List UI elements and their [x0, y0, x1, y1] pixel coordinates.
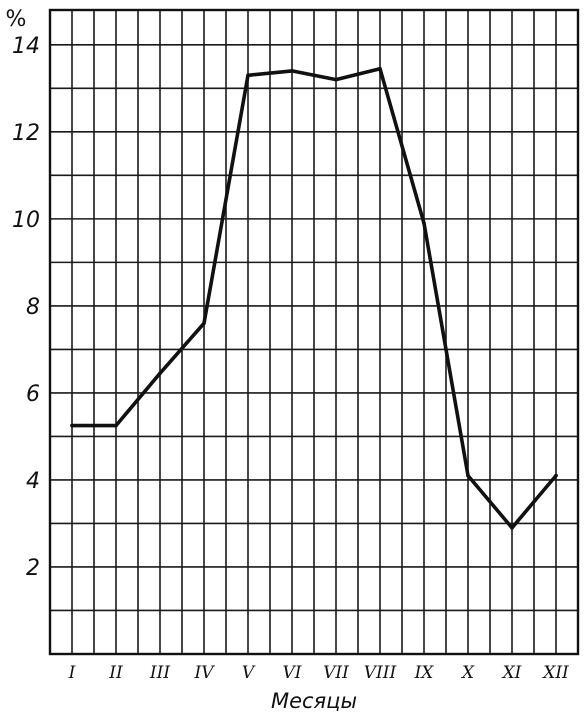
data-point — [422, 221, 426, 226]
y-tick-labels: 2 4 6 8 10 12 14 — [12, 34, 40, 581]
x-tick-label: IV — [194, 663, 216, 683]
y-axis-unit-label: % — [6, 7, 27, 32]
grid — [50, 10, 578, 654]
data-point — [290, 69, 294, 73]
x-tick-label: XI — [501, 663, 522, 683]
x-tick-label: VI — [283, 663, 302, 683]
x-tick-label: II — [108, 663, 123, 683]
data-point — [114, 423, 118, 428]
data-point — [466, 473, 470, 478]
y-tick-label: 8 — [26, 295, 40, 320]
series-line — [70, 66, 558, 530]
data-point — [158, 371, 162, 376]
data-point — [554, 473, 558, 478]
data-point — [510, 526, 514, 530]
data-point — [202, 321, 206, 326]
x-tick-label: IX — [414, 663, 435, 683]
x-tick-label: VII — [323, 663, 349, 683]
x-tick-label: XII — [541, 663, 569, 683]
data-point — [334, 77, 338, 82]
x-tick-labels: I II III IV V VI VII VIII IX X XI XII — [68, 663, 569, 683]
y-tick-label: 4 — [26, 469, 40, 494]
data-point — [378, 66, 382, 71]
plot-frame — [48, 8, 580, 656]
y-tick-label: 6 — [26, 382, 40, 407]
y-tick-label: 10 — [12, 208, 40, 233]
y-tick-label: 2 — [26, 556, 40, 581]
y-tick-label: 12 — [12, 121, 40, 146]
data-point — [70, 423, 74, 428]
x-axis-label: Месяцы — [271, 689, 357, 713]
x-tick-label: X — [460, 663, 475, 683]
x-tick-label: VIII — [364, 663, 397, 683]
y-tick-label: 14 — [12, 34, 40, 59]
series-group — [70, 66, 558, 530]
x-tick-label: III — [149, 663, 170, 683]
x-tick-label: V — [242, 663, 256, 683]
x-tick-label: I — [68, 663, 76, 683]
data-point — [246, 73, 250, 78]
